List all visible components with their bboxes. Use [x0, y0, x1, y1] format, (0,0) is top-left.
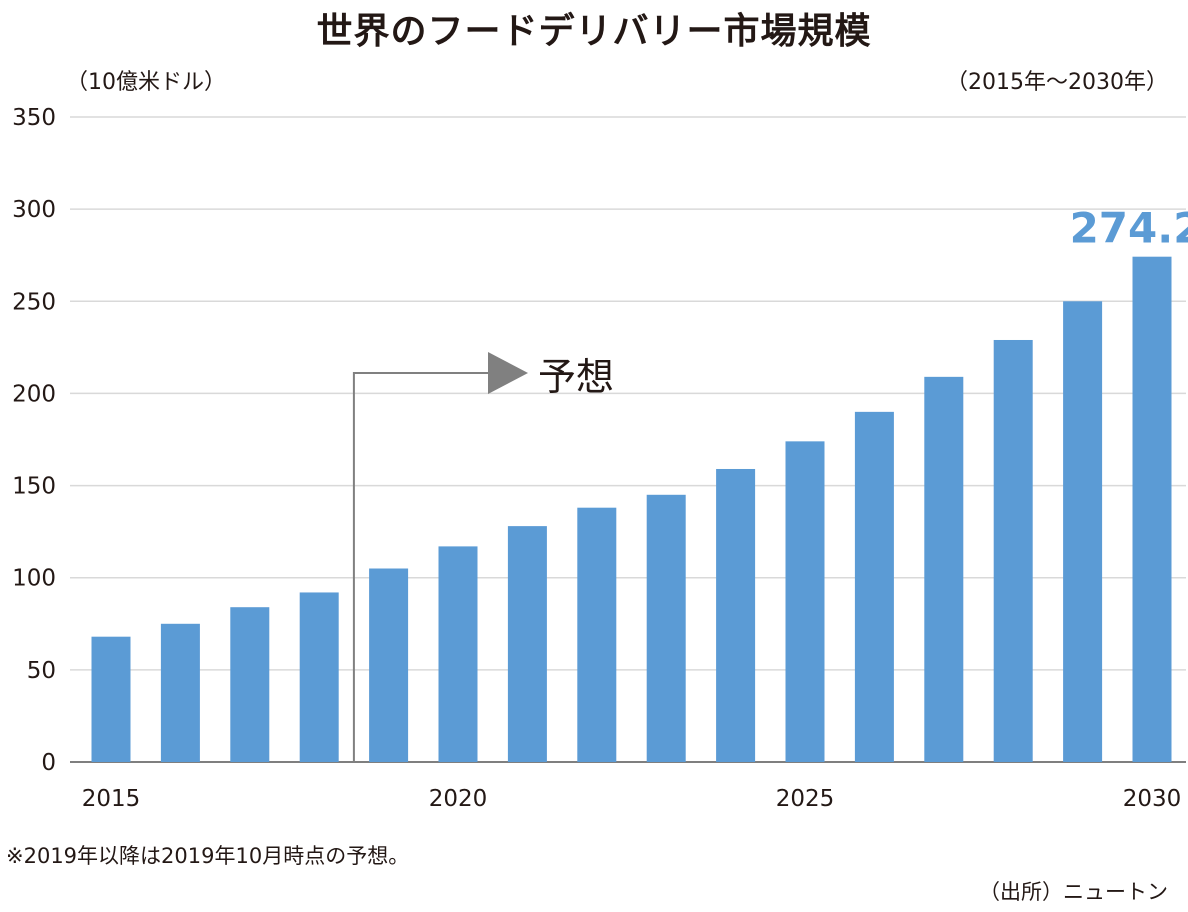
bar — [993, 339, 1033, 762]
bar — [91, 636, 131, 762]
bar — [924, 376, 964, 762]
annotations: 274.2 — [1070, 204, 1188, 253]
bars — [91, 256, 1172, 762]
forecast-line — [352, 372, 492, 762]
bar — [299, 592, 339, 762]
bar — [785, 441, 825, 762]
y-axis-unit-label: （10億米ドル） — [66, 70, 226, 95]
data-label: 274.2 — [1070, 204, 1188, 253]
x-tick-label: 2015 — [82, 786, 141, 812]
bar — [1132, 256, 1172, 762]
chart-title: 世界のフードデリバリー市場規模 — [316, 11, 872, 52]
y-axis-ticks: 0 50 100 150 200 250 300 350 — [12, 105, 56, 776]
bar — [160, 623, 200, 762]
bar — [577, 507, 617, 762]
y-tick-label: 50 — [27, 658, 56, 684]
x-axis-ticks: 2015 2020 2025 2030 — [82, 786, 1182, 812]
bar — [369, 568, 409, 762]
bar — [716, 468, 756, 762]
bar — [438, 546, 478, 762]
x-tick-label: 2025 — [776, 786, 835, 812]
footnote: ※2019年以降は2019年10月時点の予想。 — [6, 844, 410, 868]
bar — [230, 607, 270, 762]
bar — [854, 411, 894, 762]
bar-chart: 0 50 100 150 200 250 300 350 2015 2020 2025 2030 2… — [12, 105, 1188, 812]
y-tick-label: 0 — [41, 750, 56, 776]
bar — [646, 494, 686, 762]
y-tick-label: 250 — [12, 289, 56, 315]
x-tick-label: 2030 — [1123, 786, 1182, 812]
x-tick-label: 2020 — [429, 786, 488, 812]
source-credit: （出所）ニュートン — [979, 880, 1168, 904]
forecast-marker: 予想 — [352, 352, 614, 762]
bar — [1063, 301, 1103, 762]
y-tick-label: 300 — [12, 197, 56, 223]
y-tick-label: 150 — [12, 474, 56, 500]
y-tick-label: 100 — [12, 566, 56, 592]
bar — [507, 526, 547, 762]
forecast-label: 予想 — [538, 355, 614, 399]
year-range-label: （2015年〜2030年） — [946, 70, 1168, 95]
y-tick-label: 200 — [12, 381, 56, 407]
forecast-arrowhead — [488, 352, 528, 394]
y-tick-label: 350 — [12, 105, 56, 131]
